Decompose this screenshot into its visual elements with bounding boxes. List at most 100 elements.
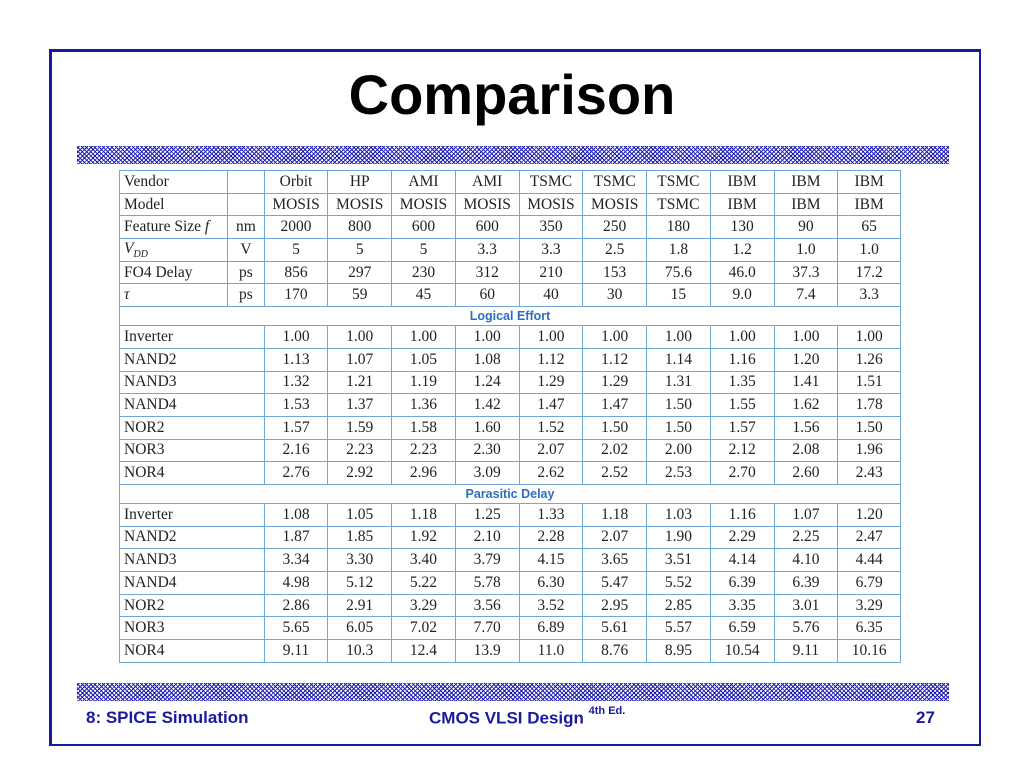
table-cell: 1.18 [391,502,456,527]
comparison-table: Vendor Orbit HP AMI AMI TSMC TSMC TSMC IBM IBM IBM… [118,170,901,663]
table-cell: 5.57 [646,616,711,641]
table-cell: 1.96 [837,438,901,463]
row-label: NAND2 [119,347,265,372]
table-cell: 5.65 [263,616,329,641]
table-cell: IBM [773,192,839,217]
header-row: τ ps 170 59 45 60 40 30 15 9.0 7.4 3.3 [118,283,901,308]
table-cell: 75.6 [646,260,711,285]
table-row: NAND4 1.53 1.37 1.36 1.42 1.47 1.47 1.50 1.55 1.6… [119,393,901,417]
table-row: NOR4 2.76 2.92 2.96 3.09 2.62 2.52 2.53 2.70 2.60… [119,461,901,485]
table-cell: IBM [837,192,901,217]
table-cell: 11.0 [518,639,584,663]
unit-cell: V [227,238,265,262]
table-cell: 6.35 [837,616,901,641]
table-cell: 2.85 [646,593,711,618]
page-number: 27 [916,708,935,727]
row-label: τ [118,283,229,308]
top-hatch-divider [77,146,949,164]
table-cell: MOSIS [518,192,584,217]
table-cell: 90 [773,215,839,240]
table-cell: 7.02 [391,616,456,641]
header-row: VDD V 5 5 5 3.3 3.3 2.5 1.8 1.2 1.0 1.0 [118,238,901,262]
table-cell: 2.5 [582,238,648,262]
table-cell: 5 [263,238,329,262]
table-cell: 1.00 [709,325,775,349]
table-cell: 1.58 [391,415,456,440]
table-cell: 3.3 [837,283,901,308]
table-cell: Orbit [263,170,329,194]
table-cell: 1.56 [773,415,839,440]
table-cell: 1.52 [518,415,584,440]
row-label: FO4 Delay [118,260,229,285]
table-cell: 1.32 [263,370,329,395]
table-cell: 2.07 [582,525,648,550]
table-cell: 1.50 [837,415,901,440]
footer-edition: 4th Ed. [588,705,626,717]
row-label-text: τ [124,286,130,304]
table-row: NOR3 2.16 2.23 2.23 2.30 2.07 2.02 2.00 2.12 2.08… [119,438,901,463]
table-cell: 6.79 [837,571,901,595]
table-cell: MOSIS [327,192,393,217]
table-cell: MOSIS [263,192,329,217]
table-cell: 1.53 [263,393,329,417]
table-cell: 170 [263,283,329,308]
table-cell: 2.96 [391,461,456,485]
table-cell: MOSIS [582,192,648,217]
table-cell: 60 [454,283,520,308]
table-cell: 1.35 [709,370,775,395]
table-cell: 1.50 [646,415,711,440]
row-label: NOR2 [119,415,265,440]
table-cell: 1.8 [646,238,711,262]
table-cell: 2.23 [391,438,456,463]
table-cell: 15 [646,283,711,308]
table-cell: 65 [837,215,901,240]
table-cell: 1.08 [454,347,520,372]
slide-title: Comparison [348,63,676,126]
table-cell: 1.36 [391,393,456,417]
table-cell: 350 [518,215,584,240]
table-cell: 3.3 [454,238,520,262]
table-cell: IBM [773,170,839,194]
table-row: NOR3 5.65 6.05 7.02 7.70 6.89 5.61 5.57 6.59 5.76… [119,616,901,641]
table-cell: 3.51 [646,548,711,572]
table-cell: 1.33 [518,502,584,527]
table-cell: 9.11 [773,639,839,663]
table-cell: 1.87 [263,525,329,550]
table-cell: 1.0 [773,238,839,262]
table-cell: 1.24 [454,370,520,395]
section-header-row: Parasitic Delay [119,483,901,504]
row-label: Inverter [119,325,265,349]
table-cell: 1.16 [709,502,775,527]
row-label: NAND4 [119,393,265,417]
table-row: NAND4 4.98 5.12 5.22 5.78 6.30 5.47 5.52 6.39 6.3… [119,571,901,595]
table-cell: 600 [391,215,456,240]
row-label: NOR3 [119,438,265,463]
table-cell: 1.90 [646,525,711,550]
table-cell: IBM [709,170,775,194]
table-cell: 1.92 [391,525,456,550]
table-cell: 1.19 [391,370,456,395]
table-cell: 1.03 [646,502,711,527]
header-row: Model MOSIS MOSIS MOSIS MOSIS MOSIS MOSIS TSMC I… [118,192,901,217]
table-cell: 1.05 [327,502,393,527]
table-cell: 1.20 [773,347,839,372]
table-cell: 4.15 [518,548,584,572]
row-label-text: Vendor [124,172,169,190]
table-cell: 2.02 [582,438,648,463]
table-cell: 856 [263,260,329,285]
header-row: Vendor Orbit HP AMI AMI TSMC TSMC TSMC IBM IBM IBM [118,170,901,194]
table-row: Inverter 1.08 1.05 1.18 1.25 1.33 1.18 1.03 1.16… [119,502,901,527]
table-cell: 7.70 [454,616,520,641]
table-cell: MOSIS [391,192,456,217]
row-label: Model [118,192,229,217]
table-cell: 8.76 [582,639,648,663]
row-label: NAND3 [119,370,265,395]
table-cell: 297 [327,260,393,285]
table-cell: 1.85 [327,525,393,550]
table-cell: 5.22 [391,571,456,595]
table-cell: 230 [391,260,456,285]
table-cell: 800 [327,215,393,240]
table-cell: 5.52 [646,571,711,595]
table-cell: 37.3 [773,260,839,285]
table-cell: 1.13 [263,347,329,372]
